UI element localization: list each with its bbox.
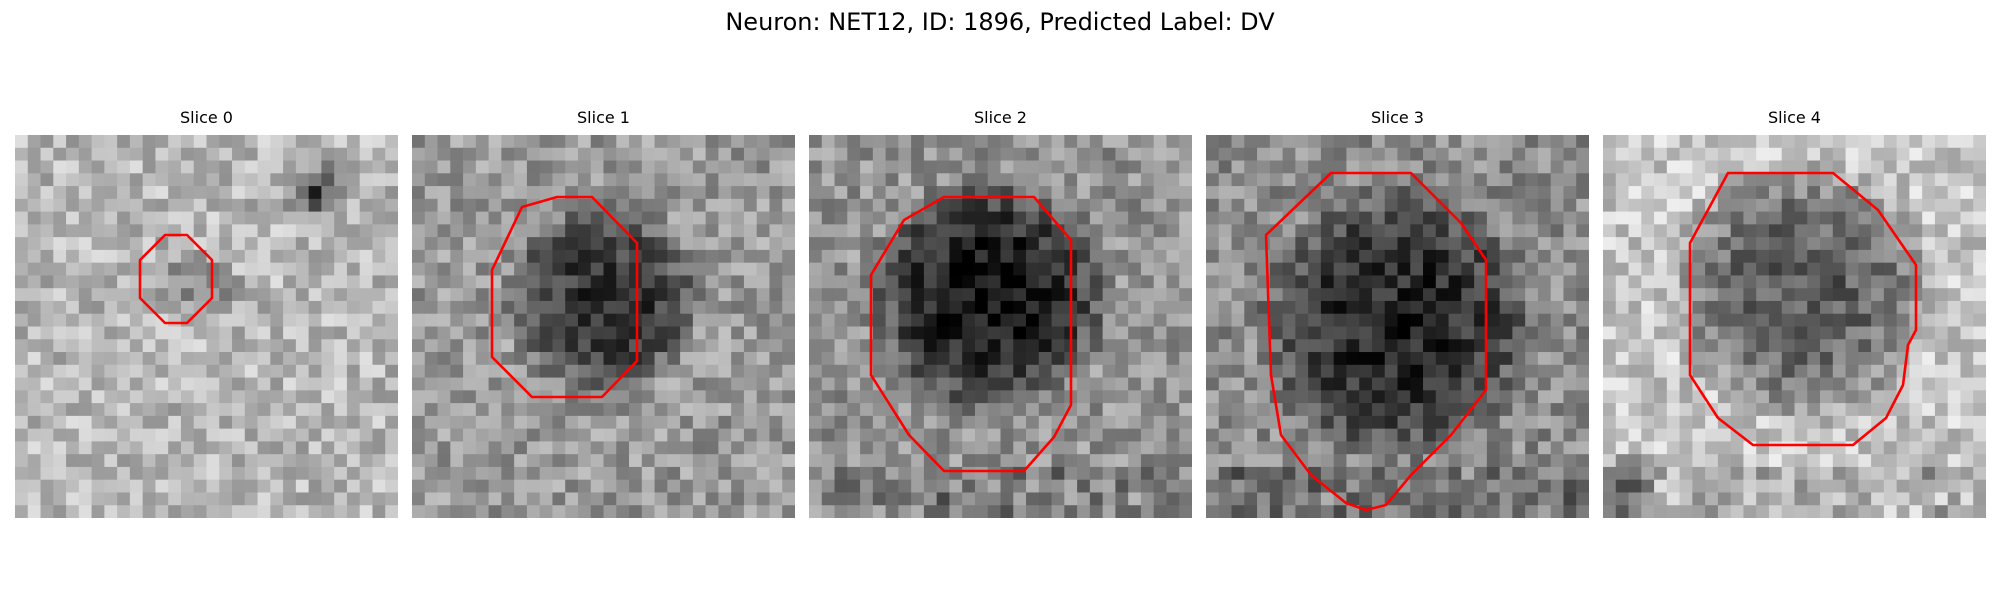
slice-panel-4: Slice 4 (1603, 108, 1986, 518)
figure-title: Neuron: NET12, ID: 1896, Predicted Label… (725, 8, 1275, 36)
slice-image-1 (412, 135, 795, 518)
slice-image-2 (809, 135, 1192, 518)
roi-contour (1264, 171, 1488, 512)
roi-contour (138, 233, 214, 325)
slice-image-0 (15, 135, 398, 518)
slice-image-3 (1206, 135, 1589, 518)
slice-panel-3: Slice 3 (1206, 108, 1589, 518)
slice-panel-1: Slice 1 (412, 108, 795, 518)
slice-panel-0: Slice 0 (15, 108, 398, 518)
slice-title-2: Slice 2 (974, 108, 1027, 127)
roi-contour (490, 195, 639, 399)
slice-panel-2: Slice 2 (809, 108, 1192, 518)
slice-title-1: Slice 1 (577, 108, 630, 127)
slice-title-0: Slice 0 (180, 108, 233, 127)
slice-title-4: Slice 4 (1768, 108, 1821, 127)
roi-contour (869, 195, 1073, 473)
slice-image-4 (1603, 135, 1986, 518)
slice-title-3: Slice 3 (1371, 108, 1424, 127)
roi-contour (1688, 171, 1918, 447)
